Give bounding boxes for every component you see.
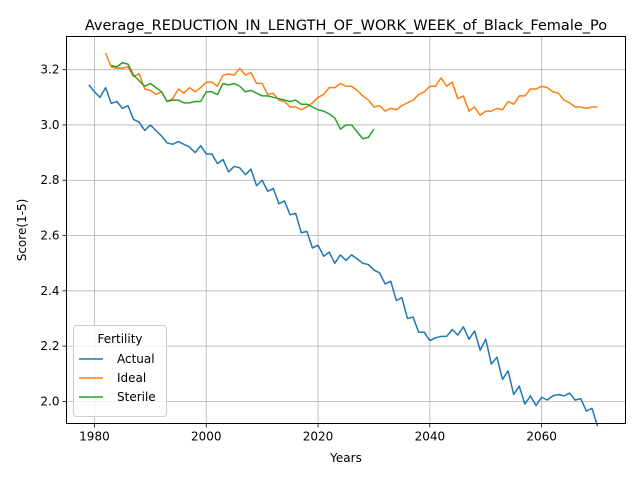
y-tick-label: 2.8 — [40, 173, 59, 187]
x-tick-label: 1980 — [79, 430, 110, 444]
legend-label-ideal: Ideal — [117, 371, 146, 385]
series-line-actual — [88, 84, 599, 427]
legend-frame — [73, 325, 167, 417]
x-tick-label: 2000 — [191, 430, 222, 444]
chart-title: Average_REDUCTION_IN_LENGTH_OF_WORK_WEEK… — [85, 18, 607, 34]
legend-label-actual: Actual — [117, 352, 155, 366]
legend: Fertility Actual Ideal Sterile — [73, 325, 167, 417]
x-axis-label: Years — [329, 451, 362, 465]
series-lines — [88, 52, 599, 427]
y-axis: 2.0 2.2 2.4 2.6 2.8 3.0 3.2 — [40, 63, 67, 408]
series-line-sterile — [111, 62, 375, 140]
y-tick-label: 2.0 — [40, 394, 59, 408]
legend-title: Fertility — [97, 332, 142, 346]
x-axis: 1980 2000 2020 2040 2060 — [79, 423, 557, 444]
series-line-ideal — [104, 52, 598, 117]
x-tick-label: 2040 — [415, 430, 446, 444]
x-tick-label: 2020 — [303, 430, 334, 444]
x-tick-label: 2060 — [526, 430, 557, 444]
y-tick-label: 2.6 — [40, 229, 59, 243]
y-tick-label: 3.2 — [40, 63, 59, 77]
y-tick-label: 2.4 — [40, 284, 59, 298]
y-tick-label: 3.0 — [40, 118, 59, 132]
y-tick-label: 2.2 — [40, 339, 59, 353]
plot-frame — [66, 36, 626, 424]
y-axis-label: Score(1-5) — [15, 199, 29, 262]
legend-label-sterile: Sterile — [117, 390, 156, 404]
